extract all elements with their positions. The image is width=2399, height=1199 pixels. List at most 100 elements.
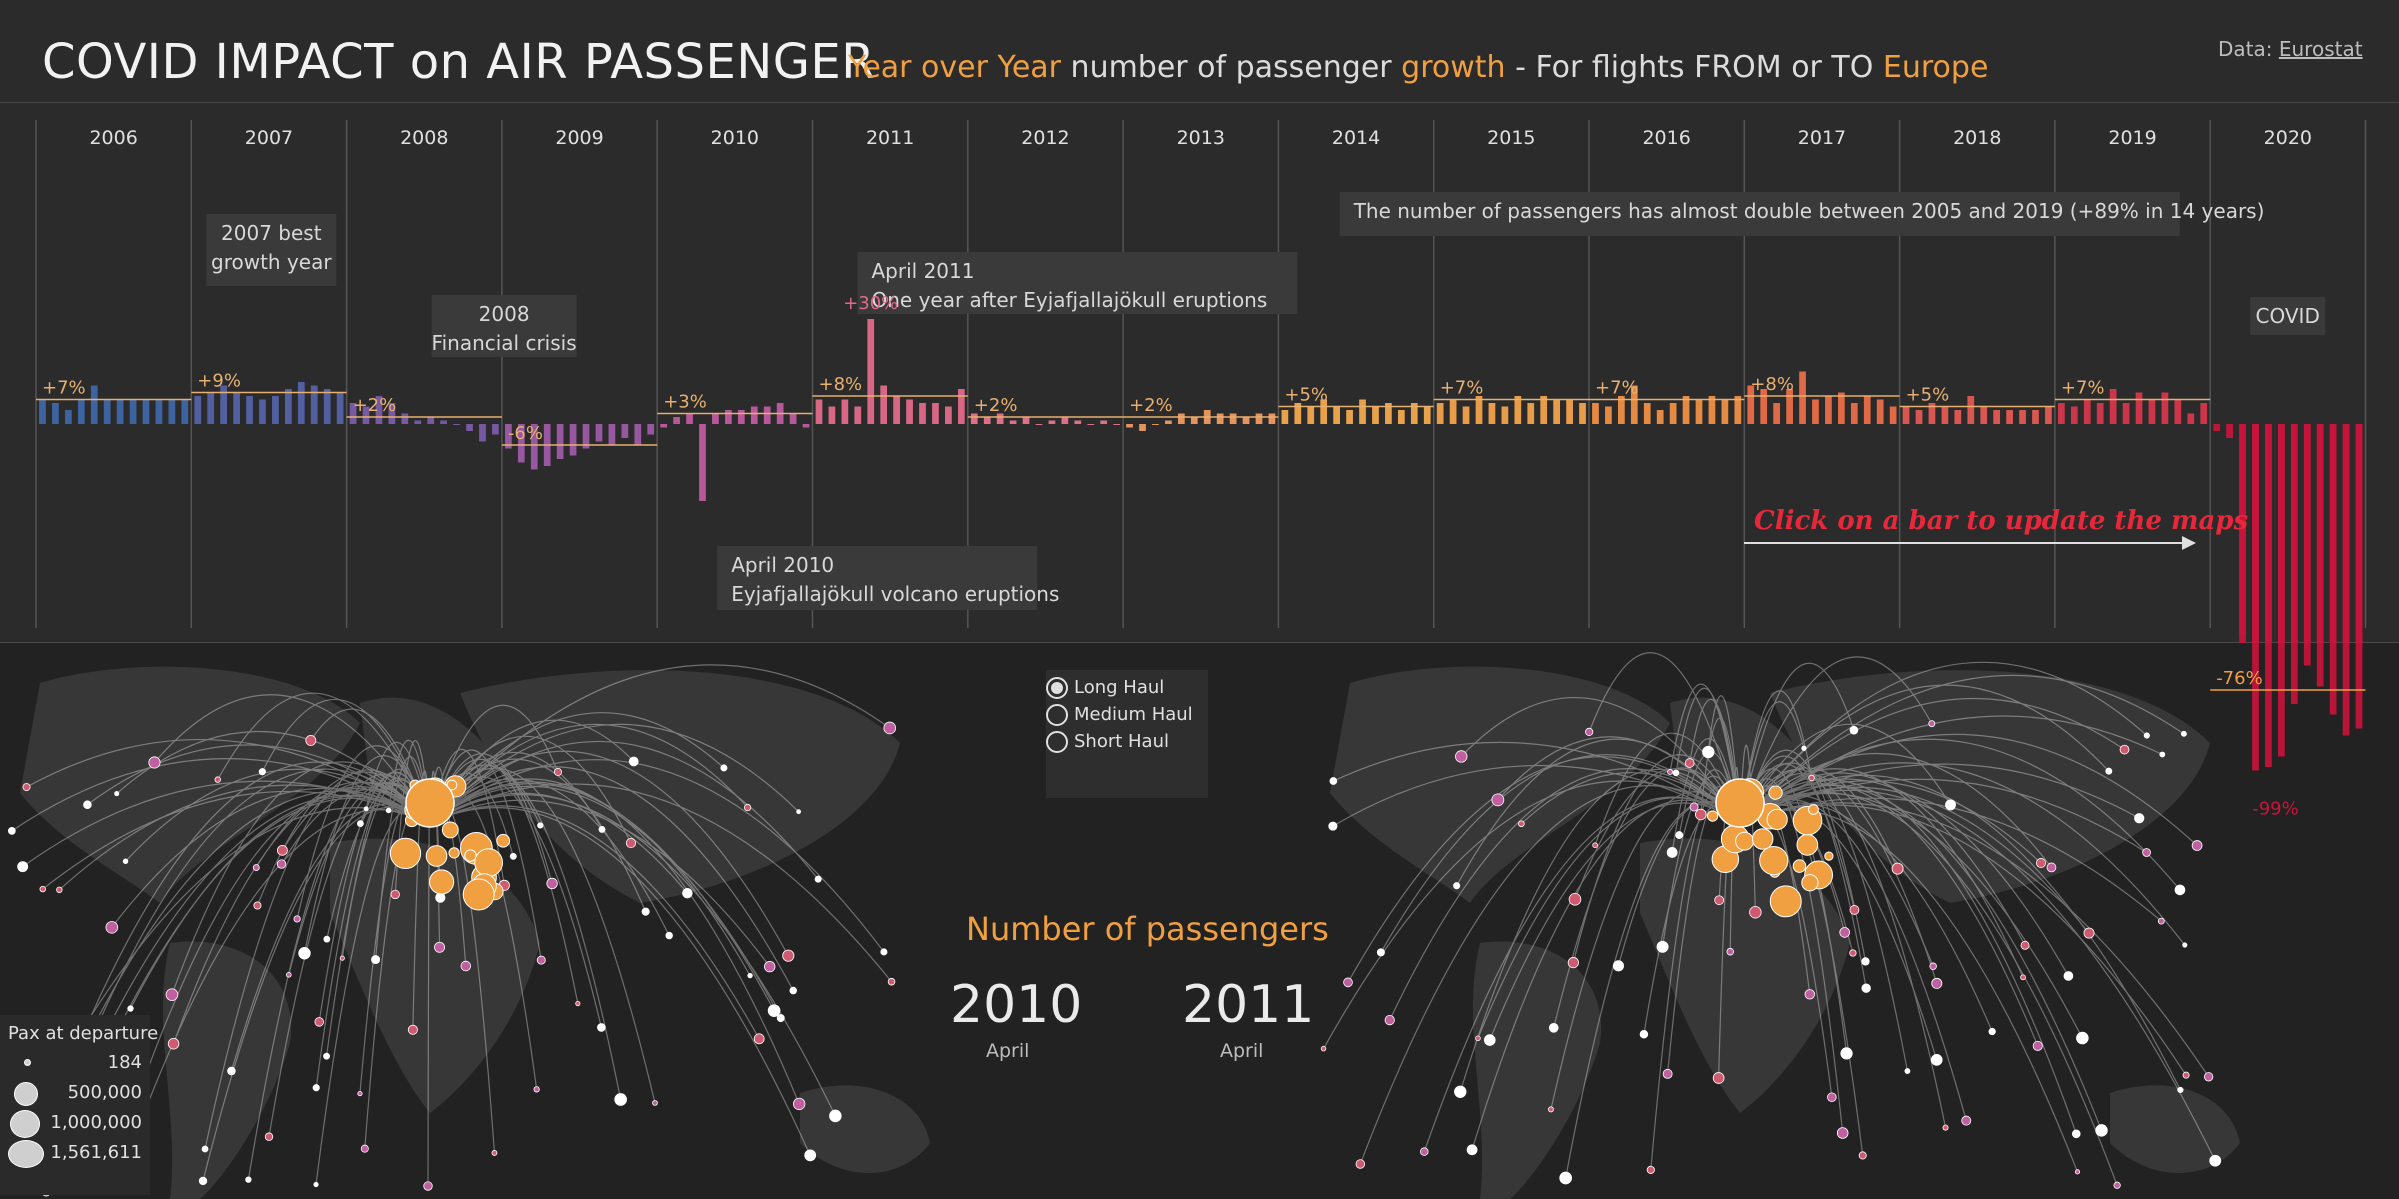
monthly-bar[interactable] (932, 403, 939, 424)
monthly-bar[interactable] (2161, 392, 2169, 425)
monthly-bar[interactable] (388, 403, 396, 424)
monthly-bar[interactable] (1553, 399, 1561, 425)
monthly-bar[interactable] (1993, 410, 2001, 424)
monthly-bar[interactable] (479, 424, 486, 442)
monthly-bar[interactable] (1359, 399, 1366, 425)
monthly-bar[interactable] (880, 385, 888, 425)
monthly-bar[interactable] (2070, 406, 2078, 425)
monthly-bar[interactable] (1915, 410, 1923, 424)
monthly-bar[interactable] (453, 424, 460, 425)
monthly-bar[interactable] (789, 413, 797, 425)
monthly-bar[interactable] (1346, 410, 1353, 424)
covid-bar-lower[interactable] (2329, 643, 2337, 715)
monthly-bar[interactable] (1048, 420, 1056, 425)
monthly-bar[interactable] (595, 424, 603, 442)
monthly-bar[interactable] (686, 413, 693, 425)
monthly-bar[interactable] (1475, 396, 1483, 424)
monthly-bar[interactable] (142, 399, 150, 425)
monthly-bar[interactable] (2174, 399, 2182, 425)
monthly-bar[interactable] (582, 424, 590, 449)
monthly-bar[interactable] (427, 417, 435, 424)
haul-option-medium[interactable]: Medium Haul (1046, 701, 1193, 728)
monthly-bar[interactable] (1100, 420, 1108, 425)
monthly-bar[interactable] (181, 399, 189, 425)
monthly-bar[interactable] (1216, 413, 1224, 425)
monthly-bar[interactable] (1087, 424, 1095, 425)
monthly-bar[interactable] (634, 424, 642, 445)
monthly-bar[interactable] (1669, 403, 1677, 424)
monthly-bar[interactable] (1799, 371, 1806, 425)
monthly-bar[interactable] (530, 424, 538, 470)
covid-bar-top[interactable] (2355, 424, 2363, 643)
eurostat-link[interactable]: Eurostat (2278, 37, 2363, 61)
monthly-bar[interactable] (505, 424, 512, 449)
monthly-bar[interactable] (1643, 403, 1651, 424)
monthly-bar[interactable] (362, 406, 370, 425)
monthly-bar[interactable] (608, 424, 616, 445)
monthly-bar[interactable] (64, 410, 72, 424)
monthly-bar[interactable] (2148, 399, 2156, 425)
monthly-bar[interactable] (310, 385, 318, 425)
monthly-bar[interactable] (1281, 410, 1289, 424)
monthly-bar[interactable] (1074, 420, 1082, 425)
monthly-bar[interactable] (802, 424, 810, 428)
monthly-bar[interactable] (1656, 410, 1664, 424)
monthly-bar[interactable] (712, 413, 719, 425)
monthly-bar[interactable] (1786, 389, 1793, 424)
monthly-bar[interactable] (2226, 424, 2233, 438)
monthly-bar[interactable] (1035, 424, 1043, 425)
monthly-bar[interactable] (1954, 410, 1962, 424)
monthly-bar[interactable] (155, 399, 163, 425)
monthly-bar[interactable] (1177, 413, 1185, 425)
monthly-bar[interactable] (919, 403, 926, 424)
monthly-bar[interactable] (272, 396, 279, 424)
monthly-bar[interactable] (2006, 410, 2013, 424)
monthly-bar[interactable] (1268, 413, 1276, 425)
covid-bar-lower[interactable] (2355, 643, 2363, 729)
monthly-bar[interactable] (1022, 417, 1030, 424)
covid-bar-top[interactable] (2329, 424, 2337, 643)
monthly-bar[interactable] (1372, 406, 1379, 425)
monthly-bar[interactable] (1229, 413, 1237, 425)
covid-bar-top[interactable] (2290, 424, 2298, 643)
monthly-bar[interactable] (1630, 385, 1638, 425)
monthly-bar[interactable] (867, 319, 875, 424)
covid-bar-lower[interactable] (2290, 643, 2298, 704)
monthly-bar[interactable] (1695, 399, 1703, 425)
monthly-bar[interactable] (699, 424, 706, 501)
monthly-bar[interactable] (1165, 420, 1172, 425)
monthly-bar[interactable] (1307, 406, 1315, 425)
monthly-bar[interactable] (1579, 403, 1586, 424)
monthly-bar[interactable] (1436, 403, 1444, 424)
monthly-bar[interactable] (970, 413, 978, 425)
monthly-bar[interactable] (1113, 424, 1120, 425)
monthly-bar[interactable] (1837, 392, 1845, 425)
monthly-bar[interactable] (1605, 406, 1612, 425)
monthly-bar[interactable] (1902, 406, 1910, 425)
monthly-bar[interactable] (1850, 403, 1858, 424)
covid-bar-lower[interactable] (2265, 643, 2272, 767)
monthly-bar[interactable] (2045, 406, 2052, 425)
monthly-bar[interactable] (815, 399, 823, 425)
monthly-bar[interactable] (906, 399, 913, 425)
monthly-bar[interactable] (1410, 403, 1418, 424)
monthly-bar[interactable] (1928, 403, 1936, 424)
monthly-bar[interactable] (2019, 410, 2026, 424)
monthly-bar[interactable] (1139, 424, 1146, 431)
monthly-bar[interactable] (621, 424, 629, 438)
covid-bar-lower[interactable] (2252, 643, 2259, 771)
monthly-bar[interactable] (1190, 417, 1198, 424)
monthly-bar[interactable] (492, 424, 499, 435)
monthly-bar[interactable] (854, 406, 862, 425)
monthly-bar[interactable] (52, 403, 59, 424)
monthly-bar[interactable] (1126, 424, 1133, 428)
monthly-bar[interactable] (1514, 396, 1522, 424)
monthly-bar[interactable] (1708, 396, 1716, 424)
monthly-bar[interactable] (246, 396, 253, 424)
monthly-bar[interactable] (2096, 403, 2104, 424)
monthly-bar[interactable] (1501, 406, 1509, 425)
monthly-bar[interactable] (1734, 396, 1742, 424)
monthly-bar[interactable] (1566, 399, 1573, 425)
covid-bar-top[interactable] (2303, 424, 2311, 643)
monthly-bar[interactable] (828, 406, 836, 425)
